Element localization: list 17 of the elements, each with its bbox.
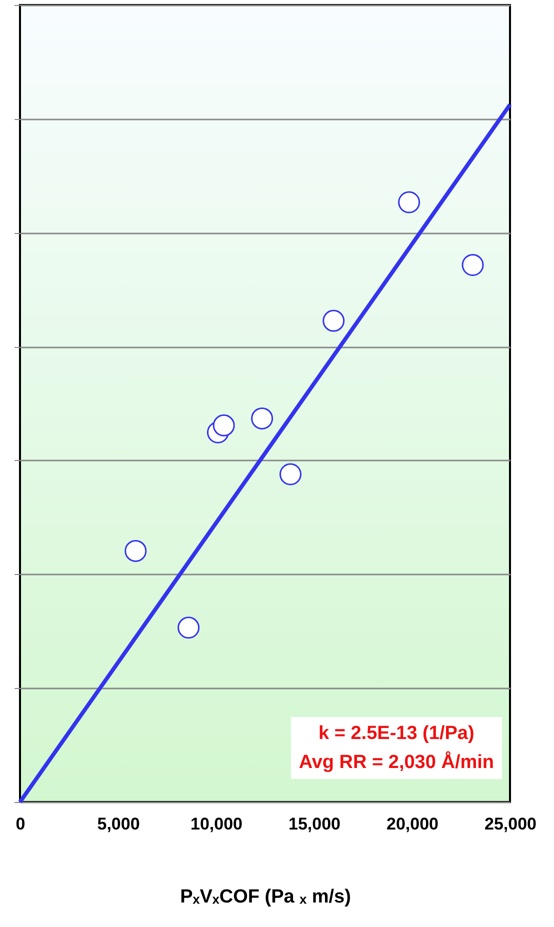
point [212, 414, 235, 436]
point [251, 407, 274, 430]
x-tick-label: 20,000 [386, 814, 438, 834]
x-tick-label: 10,000 [190, 814, 242, 834]
annotation: k = 2.5E-13 (1/Pa) [318, 722, 476, 746]
point [462, 254, 484, 276]
point [178, 616, 200, 639]
point [279, 463, 302, 486]
x-axis-title: PₓVₓCOF (Pa ₓ m/s) [180, 886, 351, 908]
point [322, 310, 345, 332]
x-tick-label: 0 [16, 814, 26, 834]
point [124, 540, 147, 562]
x-tick-label: 25,000 [484, 814, 536, 834]
point [398, 191, 420, 214]
annotation: Avg RR = 2,030 Å/min [298, 750, 494, 775]
x-tick-label: 5,000 [97, 814, 140, 834]
x-tick-label: 15,000 [288, 814, 340, 834]
